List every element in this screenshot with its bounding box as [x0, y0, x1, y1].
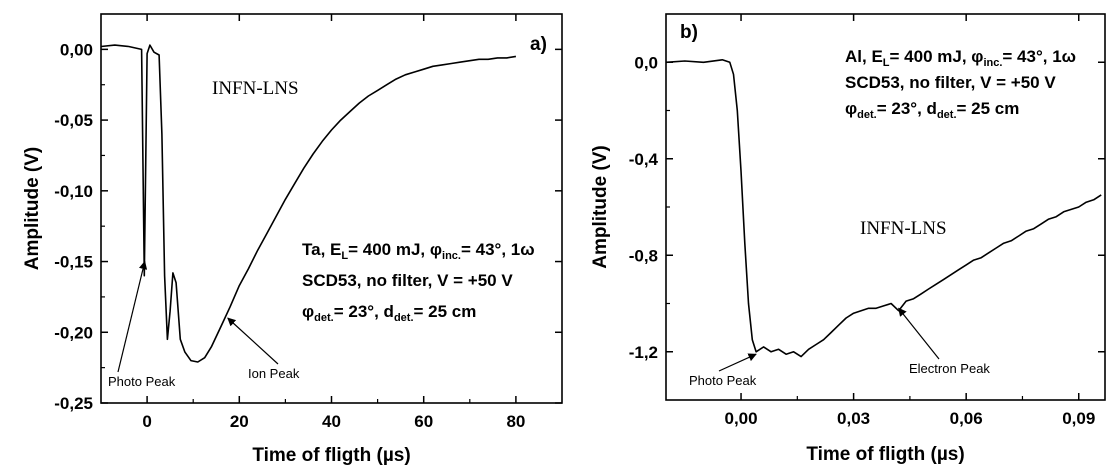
panel-a: 0 20 40 60 80 0,00 -0,05 -0,10 -0,15 -0,20 -0,25 Ti… [22, 13, 563, 466]
x-tick-label: 0,00 [724, 409, 757, 428]
y-tick-label: 0,00 [60, 40, 93, 59]
plot-frame [100, 13, 563, 404]
watermark-text: INFN-LNS [212, 78, 299, 99]
info-line: φdet.= 23°, ddet.= 25 cm [302, 302, 476, 324]
watermark-text: INFN-LNS [860, 218, 947, 239]
data-series-line [665, 58, 1102, 358]
plot-frame [665, 13, 1106, 401]
info-line: SCD53, no filter, V = +50 V [302, 271, 513, 290]
info-line: Ta, EL= 400 mJ, φinc.= 43°, 1ω [302, 240, 535, 262]
info-line: φdet.= 23°, ddet.= 25 cm [845, 99, 1019, 121]
x-tick-label: 0 [142, 412, 151, 431]
x-axis-title: Time of fligth (µs) [806, 444, 964, 465]
y-tick-label: -1,2 [629, 343, 658, 362]
y-tick-label: -0,4 [629, 150, 659, 169]
y-tick-label: -0,20 [54, 323, 93, 342]
annotation-label: Photo Peak [108, 374, 176, 389]
y-tick-label: -0,8 [629, 246, 658, 265]
y-tick-label: 0,0 [634, 53, 658, 72]
info-line: Al, EL= 400 mJ, φinc.= 43°, 1ω [845, 47, 1076, 69]
x-axis-title: Time of fligth (µs) [252, 445, 410, 466]
x-tick-label: 0,06 [950, 409, 983, 428]
annotation-arrow [117, 260, 148, 373]
y-tick-label: -0,10 [54, 182, 93, 201]
y-axis-title: Amplitude (V) [590, 145, 611, 269]
x-tick-label: 80 [506, 412, 525, 431]
panel-b: 0,00 0,03 0,06 0,09 0,0 -0,4 -0,8 -1,2 Time of f… [590, 13, 1106, 465]
x-tick-label: 0,09 [1062, 409, 1095, 428]
annotation-label: Ion Peak [248, 366, 300, 381]
annotation-arrow [227, 317, 279, 365]
y-axis-title: Amplitude (V) [22, 147, 43, 271]
y-tick-label: -0,15 [54, 253, 93, 272]
y-tick-label: -0,25 [54, 394, 93, 413]
x-tick-label: 40 [322, 412, 341, 431]
annotation-label: Electron Peak [909, 361, 990, 376]
annotation-arrow [718, 353, 757, 372]
x-tick-label: 20 [230, 412, 249, 431]
data-series-line [100, 44, 517, 363]
info-line: SCD53, no filter, V = +50 V [845, 73, 1056, 92]
y-tick-label: -0,05 [54, 111, 93, 130]
annotation-label: Photo Peak [689, 373, 757, 388]
annotation-arrow [898, 307, 940, 360]
panel-label: a) [530, 34, 547, 55]
x-tick-label: 60 [414, 412, 433, 431]
x-tick-label: 0,03 [837, 409, 870, 428]
panel-label: b) [680, 22, 698, 43]
